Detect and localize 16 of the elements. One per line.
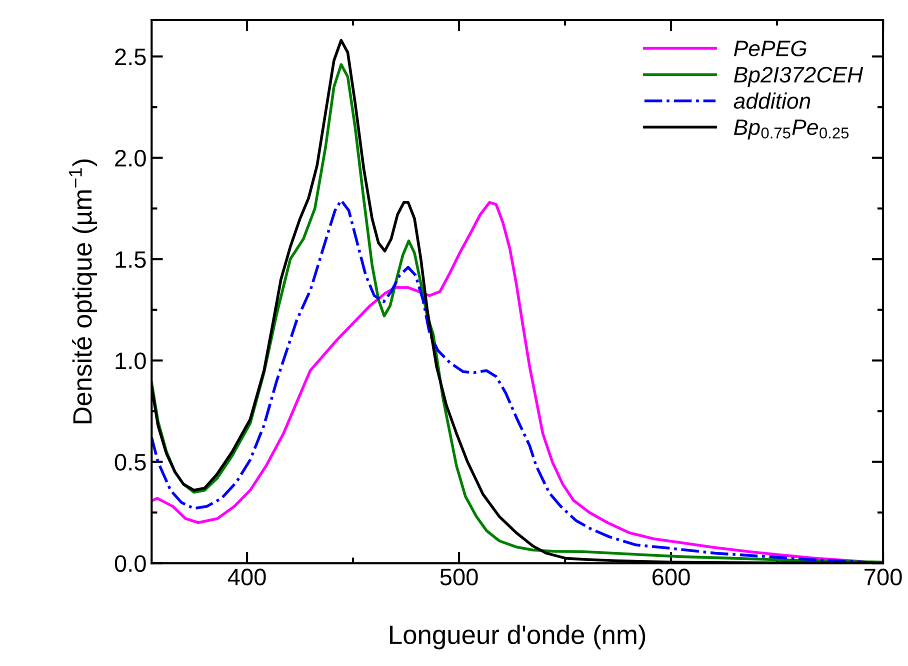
y-tick-label: 2.0 [115,150,146,167]
y-tick-label: 0.0 [114,555,146,572]
x-tick-label: 400 [228,568,266,586]
x-tick-label: 600 [652,568,690,586]
y-tick-label: 2.5 [115,48,146,66]
y-tick-label: 0.5 [114,454,146,471]
x-tick-label: 500 [440,568,478,586]
y-tick-label: 1.0 [116,352,146,370]
legend-label: Bp$_{0.75}$Pe$_{0.25}$ [734,120,849,140]
y-axis-title: Densité optique (µm$^{−1}$) [69,160,97,424]
legend-label: Bp2I372CEH [734,66,864,87]
x-tick-label: 700 [864,568,902,586]
y-tick-label: 1.5 [116,251,146,268]
legend-label: PePEG [734,40,806,56]
legend-label: addition [734,92,810,109]
x-axis-title: Longueur d'onde (nm) [390,624,646,650]
